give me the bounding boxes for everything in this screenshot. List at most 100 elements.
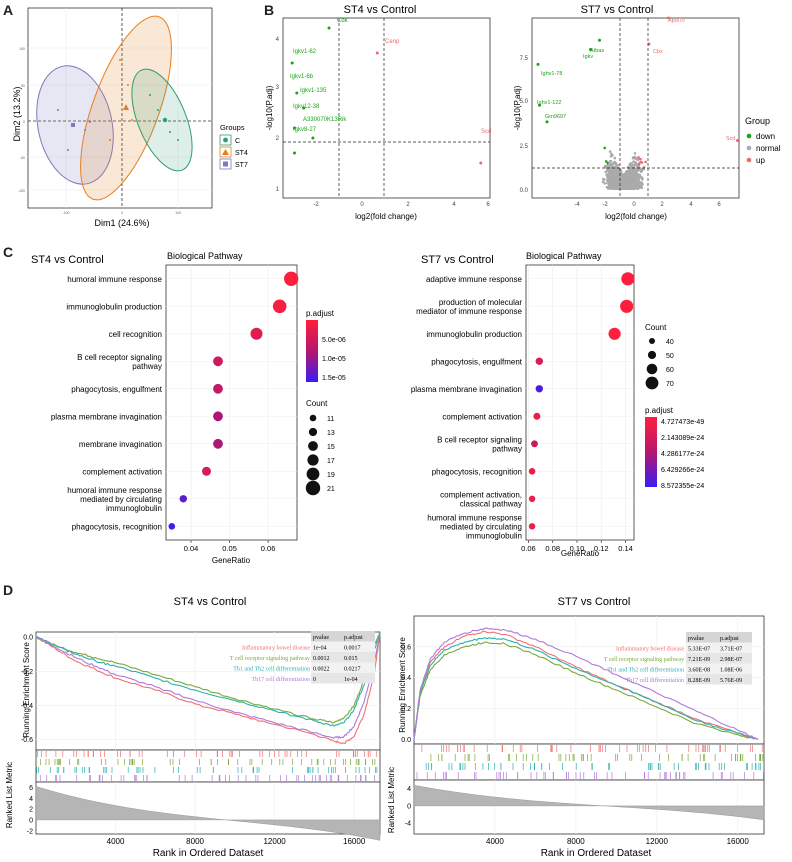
pathway-label: phagocytosis, recognition [72,522,162,531]
volcano-st4-ytick: 2 [276,136,280,142]
volcano-point-normal [635,169,638,173]
volcano-point-normal [614,165,618,168]
pathway-dot [179,495,187,503]
volcano-point-normal [601,180,605,184]
pca-xtick: 100 [175,211,181,215]
volcano-point-normal [611,171,615,175]
dotplot-st7-color-tick: 4.727473e-49 [661,419,704,426]
volcano-st4-label: A330070K13Rik [303,117,347,123]
volcano-point-normal [613,156,617,160]
pathway-label: humoral immune response [67,275,162,284]
volcano-st7-label: Apol7c [668,18,685,24]
pca-legend-marker-c [223,137,228,143]
volcano-st7: ST7 vs Control Ighv1-78 Ighv1-122 Gm9697… [513,4,740,221]
pathway-dot [620,299,634,313]
pathway-dot [531,440,538,448]
volcano-point-normal [621,177,624,180]
gsea-es-line [35,633,381,740]
volcano-point-normal [622,182,625,186]
gsea-table-pvalue: 5.33E-07 [688,647,710,653]
dotplot-st7-xlabel: GeneRatio [561,549,600,558]
volcano-point-down [536,62,540,66]
gsea-table-geneset: Inflammatory bowel disease [242,645,310,652]
pathway-dot [284,271,299,286]
gsea-ytick: 0.2 [401,706,411,713]
pathway-dot [528,523,536,530]
gsea-table-padjust: 2.98E-07 [720,657,742,663]
gsea-st7-title: ST7 vs Control [558,596,631,608]
pathway-label: phagocytosis, engulfment [71,385,163,394]
dotplot-st7-color-legend-title: p.adjust [645,406,674,415]
volcano-st7-xtick: 2 [660,202,664,208]
gsea-st7-metric-area [413,784,765,821]
pathway-label: mediator of immune response [416,307,522,316]
gsea-metric-tick: 6 [29,785,33,792]
gsea-ytick: 0.0 [23,635,33,642]
pathway-label: pathway [492,444,522,453]
volcano-point-normal [628,184,632,188]
volcano-point-normal [635,177,639,180]
volcano-legend: Group down normal up [745,116,781,165]
volcano-point-up [479,161,483,165]
volcano-st7-points [536,16,739,190]
gsea-st4-metric-area [35,786,381,841]
volcano-point-down [295,91,299,95]
volcano-st4-ytick: 3 [276,85,280,91]
volcano-point-up [637,156,640,159]
volcano-point-normal [615,183,619,187]
gsea-es-line [413,630,759,740]
volcano-point-normal [631,169,635,172]
volcano-st4-label: Cenp [385,39,400,45]
volcano-point-normal [605,186,609,189]
volcano-point-normal [608,174,611,178]
size-legend-dot [308,441,318,451]
volcano-legend-swatch-down [746,133,752,139]
pca-xlabel: Dim1 (24.6%) [94,218,149,228]
dotplot-st7-dots [528,272,635,530]
volcano-point-up [667,16,670,20]
pca-legend-label: ST7 [235,162,248,169]
gsea-st7-hits-frame [413,743,765,781]
volcano-point-normal [630,176,634,180]
volcano-st4-xtick: 0 [360,202,364,208]
volcano-point-normal [634,171,637,175]
volcano-point-normal [635,167,639,171]
volcano-st4-frame [282,17,491,199]
gsea-table-padjust: 0.015 [344,656,358,662]
volcano-point-normal [610,187,614,190]
volcano-point-down [589,48,592,51]
volcano-st7-label: Ighv1-78 [541,71,562,77]
volcano-point-normal [626,177,630,180]
pathway-label: immunoglobulin [106,504,162,513]
dotplot-st7-color-tick: 8.572355e-24 [661,483,704,490]
dotplot-xtick: 0.06 [261,544,276,553]
gsea-table-padjust: 1.08E-06 [720,668,742,674]
volcano-point-down [293,151,296,155]
volcano-st7-xtick: -4 [574,202,580,208]
volcano-point-normal [627,172,630,175]
gsea-st7-xlabel: Rank in Ordered Dataset [541,848,652,859]
pca-centroid-st4 [123,104,129,110]
gsea-st7: ST7 vs Control pvalue p.adjust Inflammator… [387,596,765,859]
gsea-metric-tick: 0 [29,817,33,824]
pca-legend-label: ST4 [235,150,248,157]
dotplot-st4-title: ST4 vs Control [31,254,104,266]
dotplot-st4-color-tick: 5.0e-06 [322,337,346,344]
pathway-label: production of molecular [439,298,522,307]
pca-legend-marker-st4 [222,149,229,155]
gsea-table-geneset: T cell receptor signaling pathway [604,657,684,663]
volcano-point-down [302,106,306,110]
gsea-table-geneset: Inflammatory bowel disease [616,646,684,653]
gsea-st7-lines [413,627,759,740]
gsea-es-line [413,641,759,740]
volcano-point-down [603,146,606,150]
volcano-st7-label: Gm9697 [545,114,566,120]
gsea-table-pvalue: 7.21E-09 [688,657,710,663]
volcano-legend-swatch-normal [746,145,752,151]
pathway-label: immunoglobulin production [66,302,162,311]
pca-ellipse-c [131,68,193,172]
pathway-dot [535,385,543,393]
gsea-table-header: pvalue [313,635,329,641]
size-legend-dot [645,376,659,390]
gsea-metric-tick: 2 [29,807,33,814]
